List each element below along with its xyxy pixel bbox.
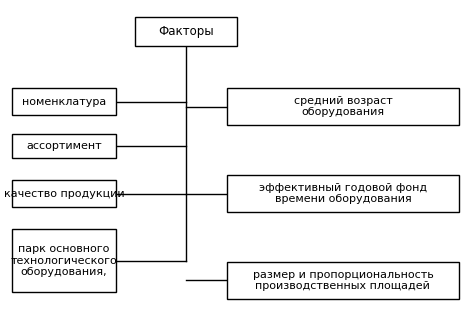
FancyBboxPatch shape	[12, 229, 116, 292]
FancyBboxPatch shape	[227, 88, 459, 125]
Text: средний возраст
оборудования: средний возраст оборудования	[294, 96, 392, 118]
FancyBboxPatch shape	[135, 17, 236, 46]
Text: Факторы: Факторы	[158, 25, 213, 38]
Text: номенклатура: номенклатура	[22, 97, 106, 107]
Text: ассортимент: ассортимент	[26, 141, 102, 151]
Text: качество продукции: качество продукции	[3, 189, 124, 198]
FancyBboxPatch shape	[12, 134, 116, 158]
FancyBboxPatch shape	[12, 88, 116, 115]
Text: эффективный годовой фонд
времени оборудования: эффективный годовой фонд времени оборудо…	[259, 183, 427, 204]
FancyBboxPatch shape	[227, 262, 459, 299]
FancyBboxPatch shape	[227, 175, 459, 212]
Text: парк основного
технологического
оборудования,: парк основного технологического оборудов…	[10, 244, 117, 277]
FancyBboxPatch shape	[12, 180, 116, 207]
Text: размер и пропорциональность
производственных площадей: размер и пропорциональность производстве…	[253, 270, 433, 291]
